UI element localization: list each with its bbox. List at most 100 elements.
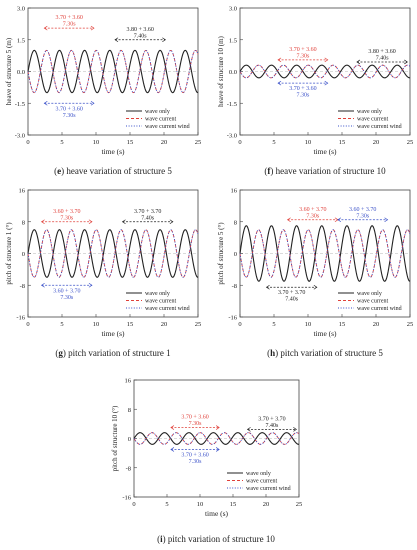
x-axis-label: time (s) <box>101 329 125 338</box>
x-tick-label: 15 <box>127 321 134 328</box>
arrow-head-right <box>324 57 329 63</box>
period-annotation: 3.60 + 3.707.30s <box>40 282 93 301</box>
x-tick-label: 20 <box>161 139 168 146</box>
y-tick-label: 3.0 <box>17 6 25 13</box>
annotation-label: 3.70 + 3.70 <box>258 416 285 422</box>
series-line-wave-current-wind <box>239 229 411 278</box>
arrow-head-left <box>40 282 45 288</box>
y-tick-label: -8 <box>232 283 237 290</box>
arrow-head-left <box>121 219 126 225</box>
annotation-label: 3.60 + 3.70 <box>53 209 80 215</box>
arrow-head-left <box>286 217 291 223</box>
arrow-head-right <box>215 447 220 452</box>
x-axis-label: time (s) <box>205 509 229 518</box>
y-tick-label: -8 <box>126 465 131 472</box>
legend-label: wave current <box>145 117 176 123</box>
period-annotation: 3.70 + 3.607.30s <box>43 100 95 119</box>
annotation-label: 7.30s <box>356 213 370 219</box>
annotation-label: 3.80 + 3.60 <box>127 27 154 33</box>
arrow-head-left <box>265 284 270 290</box>
y-tick-label: 8 <box>234 219 237 226</box>
y-axis-label: pitch of structure 1 (°) <box>5 222 13 285</box>
arrow-head-right <box>162 37 166 43</box>
annotation-label: 3.70 + 3.60 <box>181 452 208 458</box>
x-tick-label: 5 <box>272 139 275 146</box>
x-tick-label: 25 <box>407 139 414 146</box>
annotation-label: 7.30s <box>60 215 74 221</box>
legend-label: wave current wind <box>357 306 402 312</box>
x-tick-label: 25 <box>195 139 202 146</box>
series-line-wave-current-wind <box>239 64 411 79</box>
panel-caption: (f) heave variation of structure 10 <box>264 166 386 176</box>
period-annotation: 3.70 + 3.607.30s <box>170 447 220 465</box>
arrow-head-right <box>293 427 297 432</box>
series-line-wave-only <box>27 49 199 94</box>
y-tick-label: -8 <box>20 283 25 290</box>
period-annotation: 3.70 + 3.707.40s <box>121 209 174 225</box>
x-axis-label: time (s) <box>101 147 125 156</box>
y-axis-label: pitch of structure 5 (°) <box>217 222 225 285</box>
y-tick-label: -16 <box>16 315 25 322</box>
period-annotation: 3.80 + 3.607.40s <box>356 49 408 65</box>
legend-label: wave only <box>145 109 170 115</box>
annotation-label: 3.70 + 3.70 <box>134 209 161 215</box>
annotation-label: 3.60 + 3.70 <box>349 207 376 213</box>
legend-label: wave only <box>145 291 170 297</box>
x-tick-label: 15 <box>339 321 346 328</box>
y-tick-label: 16 <box>231 188 238 195</box>
annotation-label: 3.70 + 3.60 <box>289 47 316 53</box>
x-axis-label: time (s) <box>313 147 337 156</box>
y-tick-label: -1.5 <box>15 101 25 108</box>
y-tick-label: 8 <box>22 219 25 226</box>
period-annotation: 3.70 + 3.707.40s <box>265 284 318 303</box>
arrow-head-left <box>114 37 119 43</box>
legend-label: wave current wind <box>357 124 402 130</box>
y-tick-label: -3.0 <box>15 133 25 140</box>
chart-panel-e: 3.0 1.5 0.0 -1.5 -3.00 5 10 15 20 25 time (s) heave… <box>5 6 201 177</box>
x-tick-label: 5 <box>272 321 275 328</box>
y-tick-label: 0.0 <box>229 69 237 76</box>
arrow-head-left <box>170 425 175 430</box>
x-tick-label: 0 <box>26 139 29 146</box>
y-tick-label: -16 <box>122 495 131 502</box>
period-annotation: 3.60 + 3.707.30s <box>40 209 93 225</box>
x-tick-label: 25 <box>407 321 414 328</box>
legend-label: wave current <box>145 299 176 305</box>
x-tick-label: 20 <box>161 321 168 328</box>
legend-label: wave current wind <box>145 124 190 130</box>
annotation-label: 3.60 + 3.70 <box>299 207 326 213</box>
arrow-head-right <box>90 100 95 106</box>
arrow-head-left <box>43 25 48 31</box>
series-line-wave-current <box>133 432 300 445</box>
x-tick-label: 0 <box>238 321 241 328</box>
arrow-head-right <box>215 425 220 430</box>
legend-label: wave current wind <box>246 486 291 492</box>
annotation-label: 3.60 + 3.70 <box>53 288 80 294</box>
y-tick-label: 0 <box>128 436 131 443</box>
panel-caption: (e) heave variation of structure 5 <box>54 166 172 176</box>
series-line-wave-only <box>133 432 300 445</box>
arrow-head-right <box>169 219 174 225</box>
legend-label: wave only <box>357 109 382 115</box>
series-line-wave-current-wind <box>27 49 199 94</box>
period-annotation: 3.60 + 3.707.30s <box>286 207 339 223</box>
y-tick-label: 0.0 <box>17 69 25 76</box>
y-axis-label: pitch of structure 10 (°) <box>111 405 119 471</box>
y-axis-label: heave of structure 10 (m) <box>217 35 225 106</box>
arrow-head-right <box>90 25 95 31</box>
y-tick-label: 1.5 <box>17 37 25 44</box>
x-tick-label: 5 <box>165 501 168 508</box>
series-line-wave-only <box>27 229 199 278</box>
period-annotation: 3.70 + 3.607.30s <box>277 80 329 99</box>
arrow-head-left <box>40 219 45 225</box>
period-annotation: 3.80 + 3.607.40s <box>114 27 166 43</box>
arrow-head-right <box>384 217 389 223</box>
x-tick-label: 15 <box>230 501 237 508</box>
